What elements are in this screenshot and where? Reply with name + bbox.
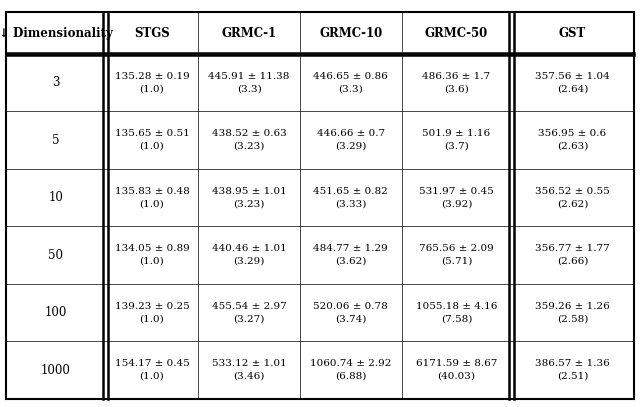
Text: 154.17 ± 0.45
(1.0): 154.17 ± 0.45 (1.0) (115, 359, 189, 381)
Text: 533.12 ± 1.01
(3.46): 533.12 ± 1.01 (3.46) (212, 359, 287, 381)
Text: GRMC-50: GRMC-50 (425, 26, 488, 39)
Text: 486.36 ± 1.7
(3.6): 486.36 ± 1.7 (3.6) (422, 72, 490, 94)
Text: 484.77 ± 1.29
(3.62): 484.77 ± 1.29 (3.62) (314, 245, 388, 266)
Text: 356.52 ± 0.55
(2.62): 356.52 ± 0.55 (2.62) (535, 187, 610, 208)
Text: 445.91 ± 11.38
(3.3): 445.91 ± 11.38 (3.3) (209, 72, 290, 94)
Text: ↓ Dimensionality: ↓ Dimensionality (0, 26, 113, 39)
Text: 451.65 ± 0.82
(3.33): 451.65 ± 0.82 (3.33) (314, 187, 388, 208)
Text: 6171.59 ± 8.67
(40.03): 6171.59 ± 8.67 (40.03) (416, 359, 497, 381)
Text: 438.95 ± 1.01
(3.23): 438.95 ± 1.01 (3.23) (212, 187, 287, 208)
Text: 446.66 ± 0.7
(3.29): 446.66 ± 0.7 (3.29) (317, 129, 385, 151)
Text: 135.28 ± 0.19
(1.0): 135.28 ± 0.19 (1.0) (115, 72, 189, 94)
Text: 359.26 ± 1.26
(2.58): 359.26 ± 1.26 (2.58) (535, 302, 610, 324)
Text: 100: 100 (45, 306, 67, 319)
Text: GRMC-1: GRMC-1 (221, 26, 276, 39)
Text: 501.9 ± 1.16
(3.7): 501.9 ± 1.16 (3.7) (422, 129, 490, 151)
Text: STGS: STGS (134, 26, 170, 39)
Text: 10: 10 (49, 191, 63, 204)
Text: 386.57 ± 1.36
(2.51): 386.57 ± 1.36 (2.51) (535, 359, 610, 381)
Text: 139.23 ± 0.25
(1.0): 139.23 ± 0.25 (1.0) (115, 302, 189, 324)
Text: 1000: 1000 (41, 363, 71, 376)
Text: 1055.18 ± 4.16
(7.58): 1055.18 ± 4.16 (7.58) (416, 302, 497, 324)
Text: 134.05 ± 0.89
(1.0): 134.05 ± 0.89 (1.0) (115, 245, 189, 266)
Text: GST: GST (559, 26, 586, 39)
Text: 50: 50 (49, 249, 63, 262)
Text: GRMC-10: GRMC-10 (319, 26, 382, 39)
Text: 5: 5 (52, 133, 60, 147)
Text: 1060.74 ± 2.92
(6.88): 1060.74 ± 2.92 (6.88) (310, 359, 392, 381)
Text: 455.54 ± 2.97
(3.27): 455.54 ± 2.97 (3.27) (212, 302, 287, 324)
Text: 438.52 ± 0.63
(3.23): 438.52 ± 0.63 (3.23) (212, 129, 287, 151)
Text: 531.97 ± 0.45
(3.92): 531.97 ± 0.45 (3.92) (419, 187, 494, 208)
Text: 446.65 ± 0.86
(3.3): 446.65 ± 0.86 (3.3) (314, 72, 388, 94)
Text: 520.06 ± 0.78
(3.74): 520.06 ± 0.78 (3.74) (314, 302, 388, 324)
Text: 135.83 ± 0.48
(1.0): 135.83 ± 0.48 (1.0) (115, 187, 189, 208)
Text: 356.95 ± 0.6
(2.63): 356.95 ± 0.6 (2.63) (538, 129, 607, 151)
Text: 357.56 ± 1.04
(2.64): 357.56 ± 1.04 (2.64) (535, 72, 610, 94)
Text: 440.46 ± 1.01
(3.29): 440.46 ± 1.01 (3.29) (212, 245, 287, 266)
Text: 765.56 ± 2.09
(5.71): 765.56 ± 2.09 (5.71) (419, 245, 494, 266)
Text: 135.65 ± 0.51
(1.0): 135.65 ± 0.51 (1.0) (115, 129, 189, 151)
Text: 3: 3 (52, 76, 60, 89)
Text: 356.77 ± 1.77
(2.66): 356.77 ± 1.77 (2.66) (535, 245, 610, 266)
